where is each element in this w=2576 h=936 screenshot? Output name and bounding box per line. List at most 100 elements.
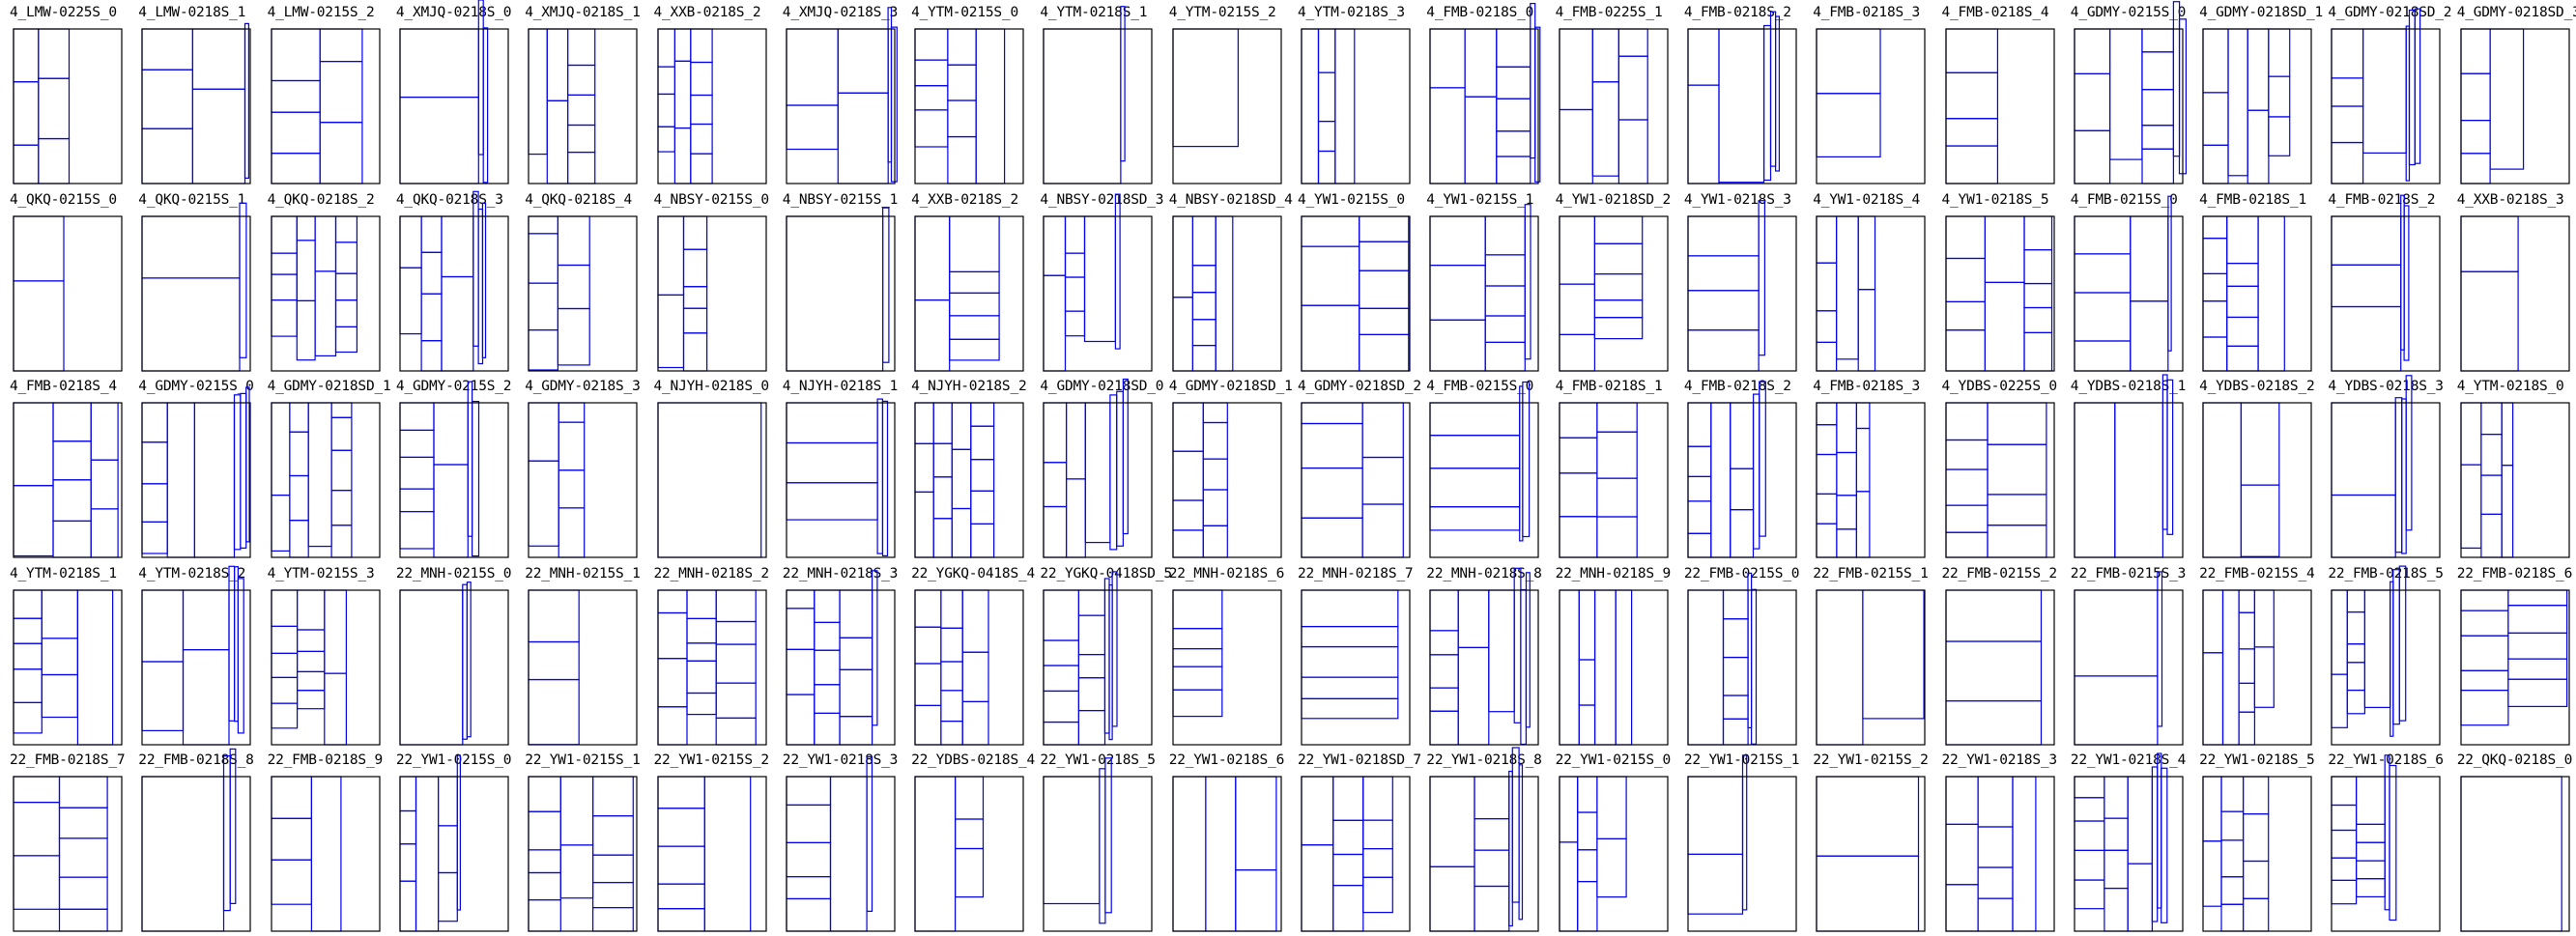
plot-title: 22_YW1-0218S_5 [2199, 752, 2315, 768]
cut-piece [1816, 214, 1838, 264]
cut-piece [1078, 653, 1106, 678]
plot-area [656, 776, 767, 932]
cut-piece [656, 402, 761, 558]
cut-piece [2074, 588, 2159, 677]
cut-piece [288, 431, 309, 477]
cut-piece [141, 588, 185, 663]
cut-piece [1301, 214, 1360, 247]
plot-frame [1429, 776, 1539, 932]
plot-frame [1429, 28, 1539, 184]
cut-piece [1301, 645, 1399, 678]
cut-piece [1301, 517, 1363, 558]
cut-piece [914, 626, 942, 665]
cut-piece [1172, 776, 1207, 932]
layout-plot: 4_YDBS-0225S_0 [1932, 374, 2061, 560]
plot-area [2074, 195, 2184, 372]
layout-plot: 4_GDMY-0218SD_1 [2190, 0, 2323, 186]
cut-piece [528, 460, 559, 547]
plot-area [270, 776, 381, 932]
cut-piece [786, 875, 831, 899]
cut-piece [1984, 281, 2025, 372]
plot-title: 4_FMB-0225S_1 [1555, 5, 1663, 20]
plot-frame [914, 776, 1024, 932]
plot-area [1429, 203, 1539, 372]
cut-piece [244, 22, 250, 180]
cut-piece [2460, 588, 2509, 611]
cut-piece [1944, 71, 1998, 120]
cut-piece [2489, 28, 2524, 170]
plot-frame [914, 588, 1024, 746]
cut-piece [2240, 484, 2280, 557]
cut-piece [399, 402, 435, 431]
layout-plot: 4_LMW-0215S_2 [258, 0, 386, 186]
cut-piece [1617, 119, 1648, 184]
layout-plot: 4_YW1-0215S_1 [1417, 187, 1545, 374]
layout-plot: 4_FMB-0218S_2 [1674, 374, 1803, 560]
cut-piece [2253, 588, 2275, 648]
cut-piece [1558, 588, 1580, 746]
cut-piece [1429, 653, 1460, 689]
cut-piece [1111, 570, 1118, 726]
cut-piece [2160, 767, 2168, 923]
cut-piece [141, 28, 194, 71]
plot-title: 4_NJYH-0218S_2 [911, 379, 1027, 394]
cut-piece [1362, 876, 1393, 914]
cut-piece [1944, 118, 1998, 147]
cut-piece [1729, 402, 1754, 469]
cut-piece [1043, 638, 1080, 667]
plot-area [528, 402, 638, 558]
cut-piece [1578, 703, 1595, 746]
plot-area [270, 588, 381, 746]
plot-area [2460, 402, 2570, 558]
cut-piece [2238, 647, 2256, 684]
plot-title: 4_NBSY-0215S_1 [782, 191, 899, 208]
plot-title: 22_YW1-0215S_1 [525, 752, 641, 768]
cut-piece [528, 232, 559, 284]
cut-piece [1857, 288, 1876, 372]
plot-frame [1301, 402, 1411, 558]
cut-piece [420, 214, 443, 253]
plot-frame [270, 588, 381, 746]
plot-title: 22_YGKQ-0418SD_5 [1040, 565, 1172, 581]
cut-piece [1488, 588, 1516, 712]
plot-frame [1816, 214, 1926, 372]
cut-piece [2415, 8, 2421, 164]
plot-area [914, 588, 1024, 746]
cut-piece [837, 92, 889, 184]
cut-piece [786, 104, 839, 151]
cut-piece [1429, 435, 1521, 469]
plot-area [1816, 402, 1926, 558]
layout-plot: 4_FMB-0218S_0 [1417, 0, 1545, 186]
plot-frame [1944, 776, 2055, 932]
plot-title: 22_FMB-0215S_2 [1941, 565, 2058, 581]
cut-piece [949, 270, 1000, 294]
cut-piece [1687, 776, 1743, 856]
plot-area [2202, 588, 2312, 746]
cut-piece [2104, 849, 2129, 890]
plot-frame [2202, 776, 2312, 932]
cut-piece [1944, 145, 1998, 184]
plot-title: 22_YW1-0218S_5 [1040, 752, 1156, 768]
cut-piece [1120, 6, 1127, 162]
cut-piece [229, 748, 237, 904]
plot-area [141, 202, 251, 372]
cut-piece [1332, 853, 1364, 887]
cut-piece [1687, 289, 1760, 330]
plot-area [1944, 588, 2055, 746]
cut-piece [1944, 214, 1986, 259]
plot-frame [270, 402, 381, 558]
layout-plot: 22_FMB-0215S_2 [1932, 561, 2061, 748]
cut-piece [689, 61, 713, 97]
plot-frame [13, 214, 123, 372]
layout-plot: 4_YTM-0215S_3 [258, 561, 386, 748]
cut-piece [947, 135, 977, 184]
layout-plot: 22_MNH-0215S_1 [515, 561, 644, 748]
cut-piece [1191, 318, 1216, 346]
cut-piece [399, 488, 435, 513]
cut-piece [2220, 839, 2245, 878]
cut-piece [689, 28, 713, 64]
cut-piece [1944, 439, 1989, 470]
cut-piece [1816, 309, 1838, 343]
cut-piece [76, 588, 114, 746]
cut-piece [1202, 402, 1228, 424]
